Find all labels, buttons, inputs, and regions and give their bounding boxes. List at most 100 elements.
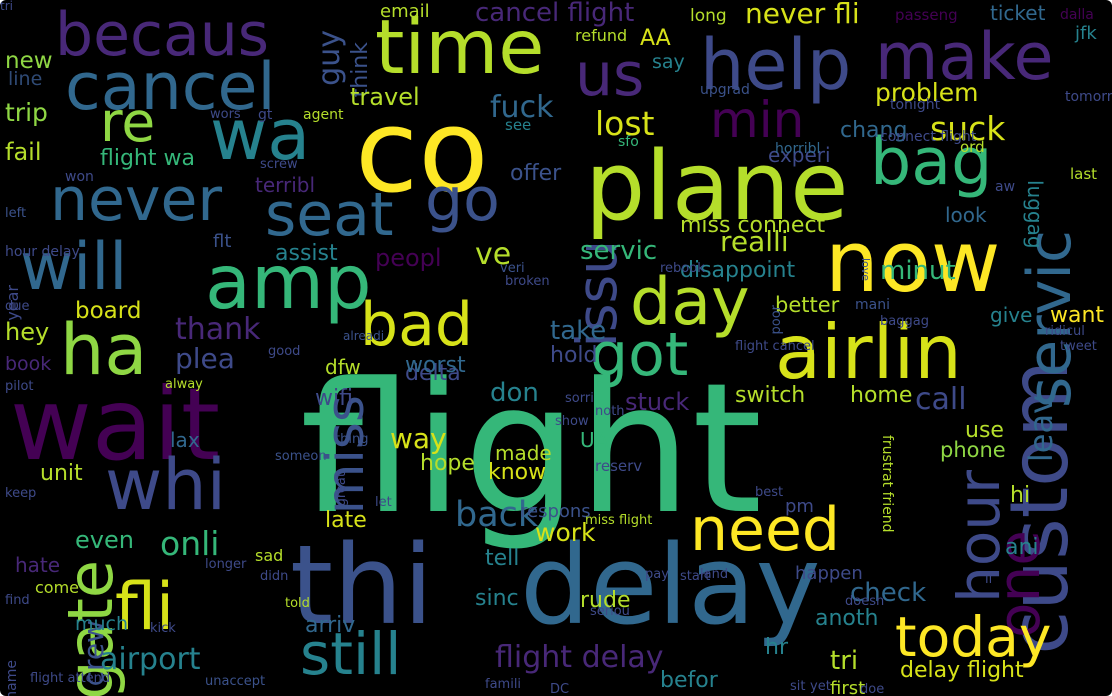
word-make: make — [875, 20, 1054, 95]
word-hr: hr — [765, 635, 788, 660]
word-look: look — [945, 203, 987, 227]
word-now: now — [825, 213, 1001, 312]
word-love: love — [859, 258, 872, 282]
word-back: back — [455, 495, 539, 535]
word-miss-flight: miss flight — [585, 513, 653, 528]
word-time: time — [375, 3, 545, 91]
word-agent: agent — [303, 107, 344, 123]
word-sad: sad — [255, 546, 284, 565]
word-lax: lax — [170, 428, 200, 452]
word-alreadi: alreadi — [343, 329, 385, 343]
word-hi: hi — [1010, 483, 1031, 508]
word-happen: happen — [795, 563, 863, 584]
word-us: us — [575, 40, 645, 110]
word-fail: fail — [5, 138, 42, 166]
word-ani: ani — [1005, 535, 1039, 560]
word-becaus: becaus — [55, 0, 270, 70]
word-onli: onli — [160, 524, 220, 563]
word-delay-flight: delay flight — [900, 658, 1024, 683]
word-leav: leav — [1022, 395, 1060, 463]
word-trip: trip — [5, 98, 48, 127]
word-fuck: fuck — [490, 90, 554, 125]
word-even: even — [75, 526, 134, 554]
word-wors: wors — [210, 107, 241, 122]
word-lost: lost — [595, 104, 655, 143]
word-tell: tell — [485, 546, 520, 571]
word-land: land — [700, 567, 729, 582]
word-email: email — [380, 1, 430, 22]
word-chang: chang — [840, 118, 908, 143]
word-use: use — [965, 418, 1004, 443]
word-tonight: tonight — [890, 97, 941, 113]
word-travel: travel — [350, 83, 420, 111]
word-hate: hate — [15, 553, 61, 577]
word-hope: hope — [420, 451, 475, 476]
word-rebook: rebook — [660, 261, 705, 276]
word-help: help — [700, 24, 852, 106]
word-made: made — [495, 441, 552, 465]
word-worst: worst — [405, 353, 466, 378]
word-upgrad: upgrad — [700, 82, 750, 98]
word-poor: poor — [769, 305, 784, 335]
word-left: left — [5, 206, 27, 221]
word-pm: pm — [785, 496, 814, 517]
word-line: line — [8, 68, 43, 90]
word-wifi: wifi — [315, 386, 353, 411]
word-reserv: reserv — [595, 457, 643, 475]
word-frustrat-friend: frustrat friend — [879, 435, 895, 533]
word-home: home — [850, 383, 913, 408]
word-alway: alway — [165, 377, 203, 392]
word-respons: respons — [520, 501, 591, 522]
word-know: know — [488, 460, 547, 485]
word-come: come — [35, 578, 80, 597]
word-longer: longer — [205, 557, 247, 572]
word-sinc: sinc — [475, 586, 519, 611]
word-tomorrow: tomorrow — [1065, 89, 1112, 105]
word-experi: experi — [768, 143, 831, 167]
word-disappoint: disappoint — [680, 258, 796, 283]
word-flight-delay: flight delay — [495, 640, 664, 675]
word-unaccept: unaccept — [205, 674, 266, 689]
word-hour-delay: hour delay — [5, 244, 80, 260]
word-delay: delay — [520, 521, 821, 649]
word-work: work — [535, 518, 596, 547]
word-flight-cancel: flight cancel — [735, 339, 815, 354]
word-say: say — [652, 51, 685, 73]
word-shame: shame — [4, 660, 20, 696]
word-someon: someon — [275, 449, 327, 464]
word-today: today — [895, 605, 1052, 669]
word-rude: rude — [580, 588, 631, 613]
word-problem: problem — [875, 78, 979, 107]
word-didn: didn — [260, 569, 289, 584]
word-first: first — [830, 678, 866, 696]
word-tri: tri — [0, 0, 13, 13]
word-still: still — [300, 620, 402, 688]
word-got: got — [590, 320, 689, 390]
word-stuck: stuck — [625, 388, 690, 416]
word-great: great — [334, 472, 349, 507]
word-cancel: cancel — [65, 50, 276, 125]
word-delta: delta — [405, 361, 461, 386]
word-told: told — [285, 596, 310, 611]
word-flight-attend: flight attend — [30, 671, 111, 686]
word-way: way — [390, 422, 447, 455]
word-check: check — [850, 578, 927, 608]
word-co: co — [355, 85, 489, 219]
word-aa: AA — [640, 26, 671, 51]
word-connect-flight: connect flight — [880, 129, 977, 145]
word-call: call — [915, 382, 967, 417]
word-start: start — [680, 569, 711, 584]
word-mani: mani — [855, 297, 890, 313]
word-offer: offer — [510, 161, 562, 186]
word-arriv: arriv — [305, 613, 356, 638]
word-ua: UA — [580, 428, 609, 452]
word-pilot: pilot — [5, 379, 34, 394]
word-horribl: horribl — [775, 141, 821, 157]
word-broken: broken — [505, 274, 550, 289]
word-late: late — [325, 508, 367, 533]
word-refund: refund — [575, 26, 628, 45]
word-doesn: doesn — [845, 594, 885, 609]
word-want: want — [1050, 303, 1105, 328]
word-aw: aw — [995, 179, 1016, 195]
word-thank: thank — [175, 312, 261, 347]
